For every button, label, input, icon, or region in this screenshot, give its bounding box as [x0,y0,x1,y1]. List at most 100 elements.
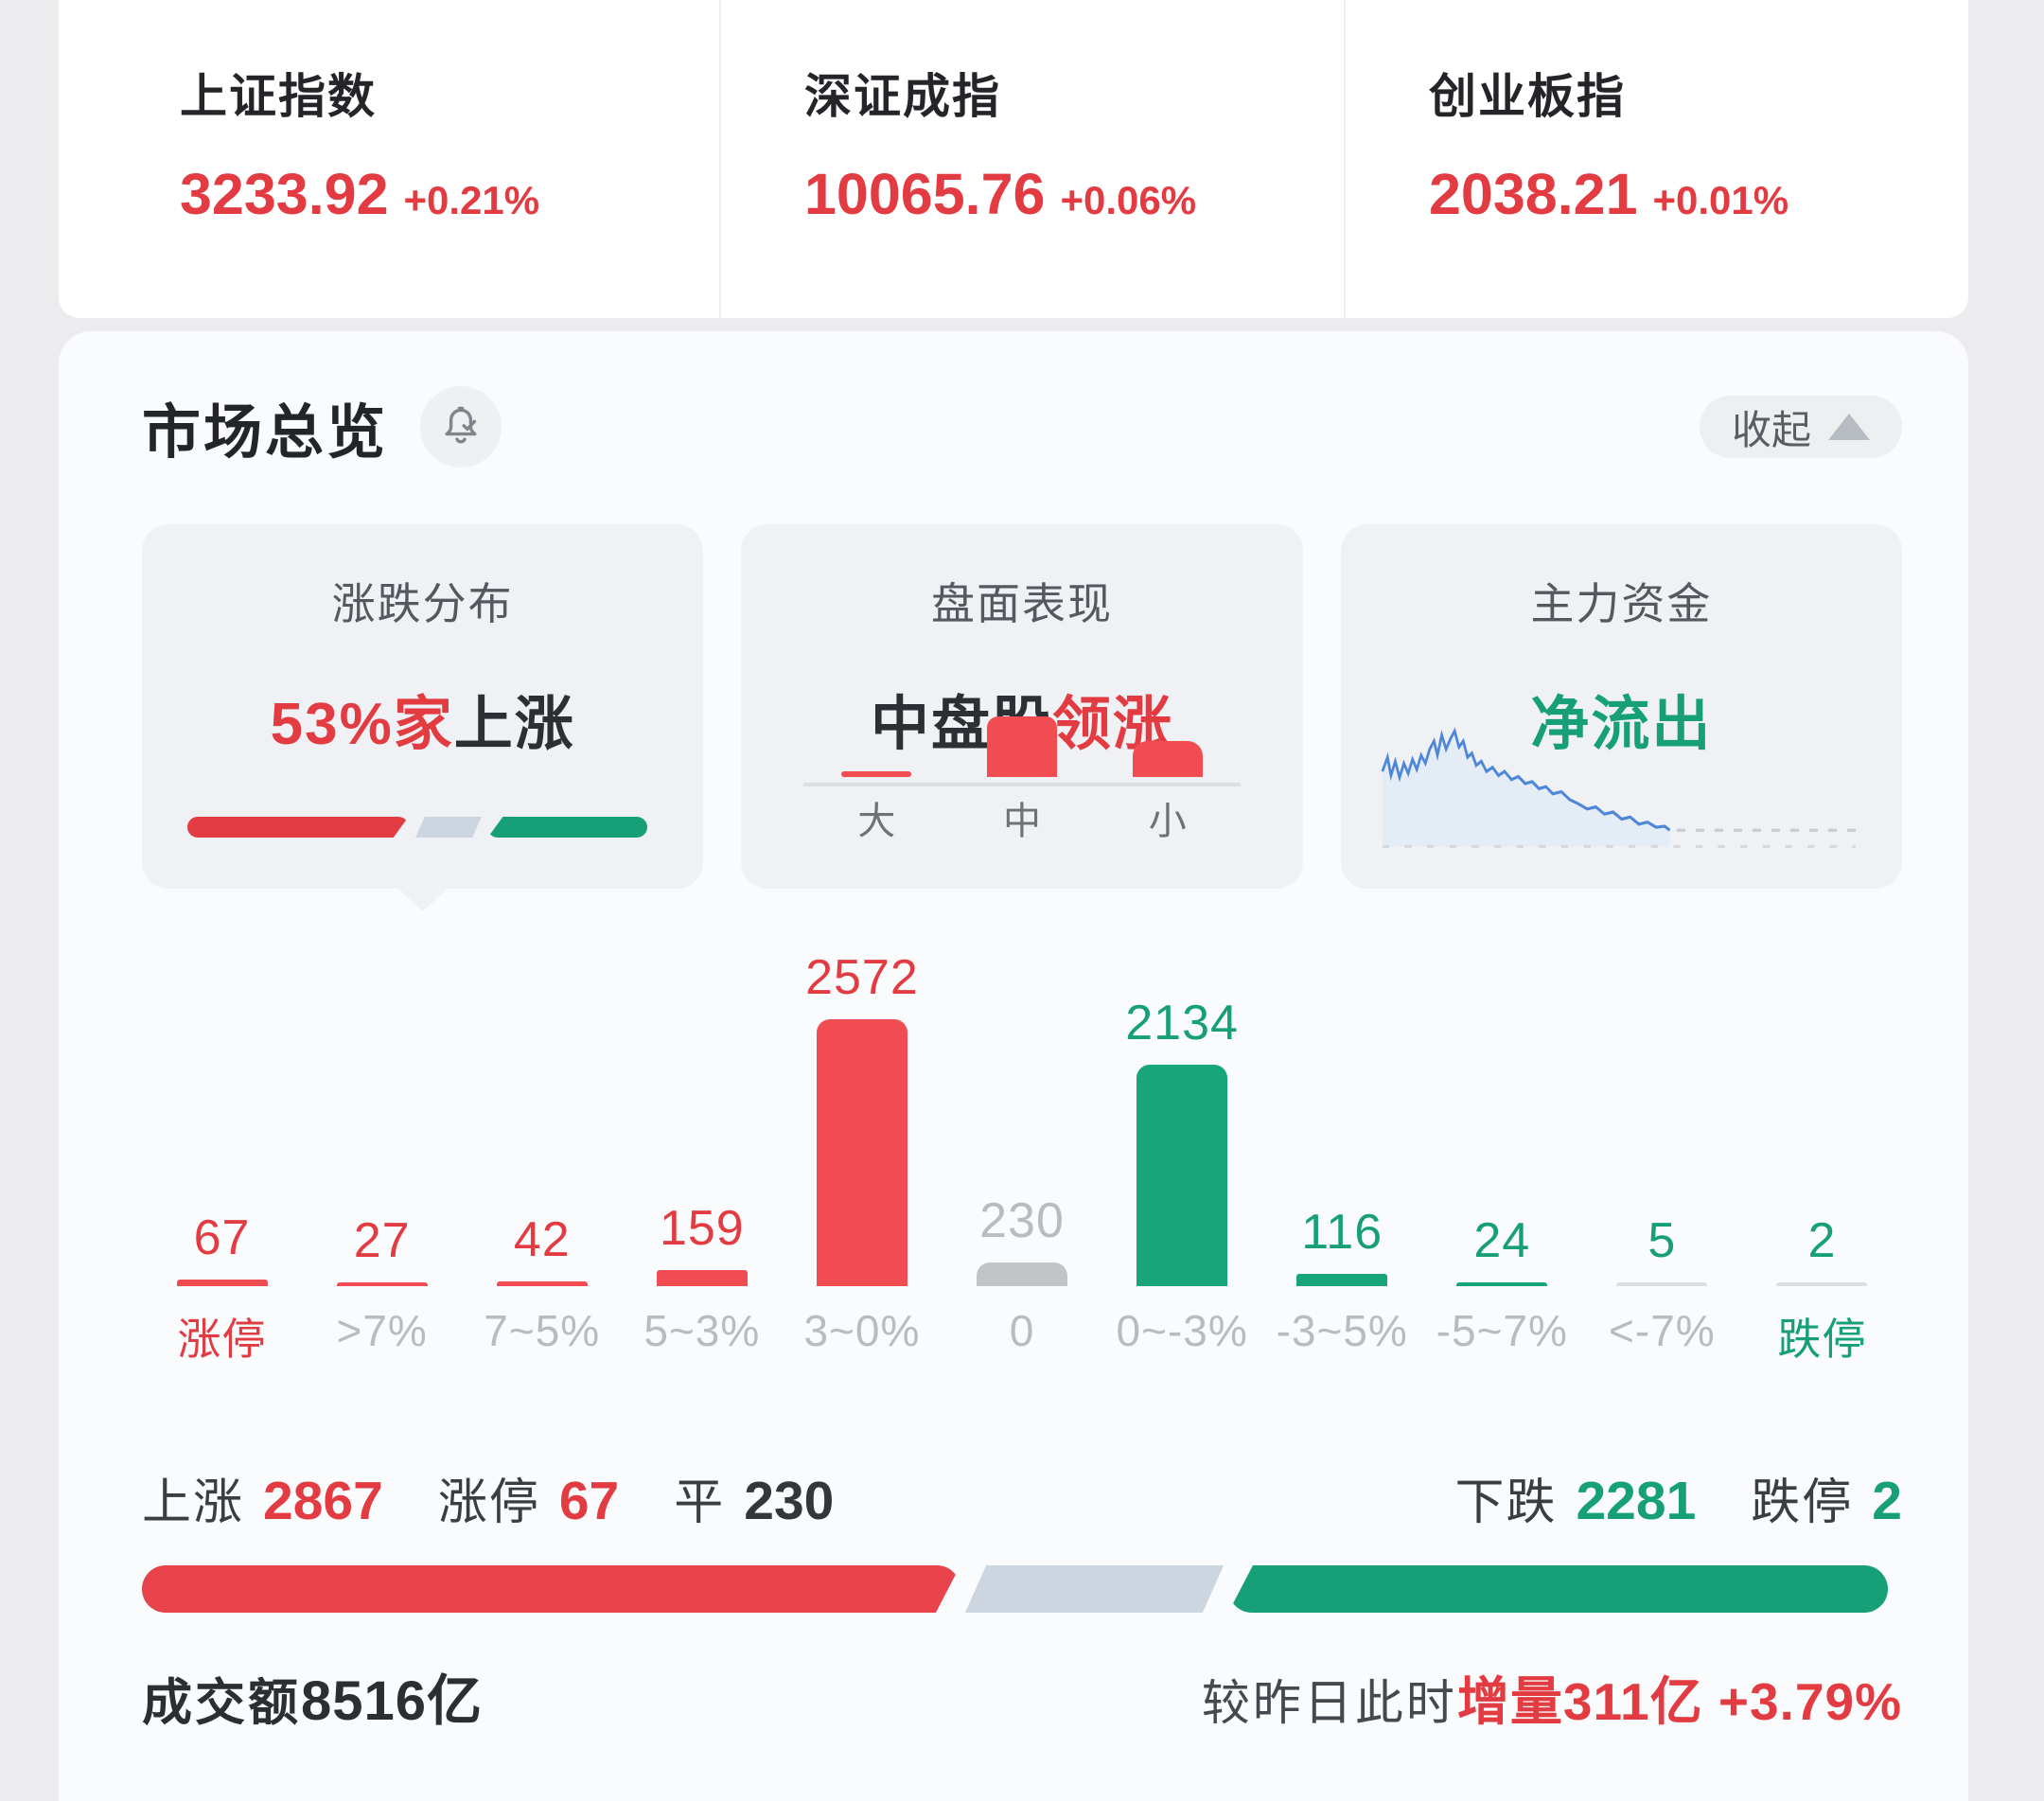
index-shenzhen[interactable]: 深证成指 10065.76 +0.06% [719,0,1344,318]
collapse-label: 收起 [1731,407,1811,452]
index-name: 创业板指 [1429,70,1626,123]
bar [1616,1282,1708,1286]
bar-column--5~7%[interactable]: 24 -5~7% [1422,949,1582,1364]
bar [336,1282,428,1286]
label-large-cap: 大 [857,801,896,842]
bar-value: 116 [1301,1205,1383,1260]
bar [496,1281,588,1286]
bar [1776,1282,1868,1286]
fund-flow-sparkline [1381,727,1856,849]
bar-value: 42 [513,1212,571,1267]
distribution-highlight: 53%家 [270,692,454,757]
ratio-up-segment [142,1565,960,1613]
card-distribution[interactable]: 涨跌分布 53%家上涨 [142,524,704,911]
overview-cards: 涨跌分布 53%家上涨 盘面表现 中盘股领涨 [142,524,1902,911]
bar-column--3~5%[interactable]: 116 -3~5% [1262,949,1422,1364]
bar-value: 27 [353,1213,411,1268]
bar-column-涨停[interactable]: 67 涨停 [142,949,302,1364]
bar-category: 7~5% [484,1306,601,1355]
bar-value: 2 [1807,1213,1837,1268]
index-strip: 上证指数 3233.92 +0.21% 深证成指 10065.76 +0.06%… [59,0,1968,318]
card-title: 盘面表现 [930,579,1113,628]
stat-label: 平 [674,1475,726,1530]
turnover-value: 8516亿 [301,1670,484,1732]
turnover-footer: 成交额 8516亿 较昨日此时 增量311亿 +3.79% [142,1656,1902,1736]
summary-stats: 上涨 2867 涨停 67 平 230 下跌 2281 跌停 2 [142,1462,1902,1533]
collapse-button[interactable]: 收起 [1699,396,1902,458]
notification-bell-button[interactable] [420,386,502,468]
label-mid-cap: 中 [1003,801,1041,842]
bar [1296,1274,1388,1286]
card-title: 涨跌分布 [331,579,514,628]
index-change: +0.01% [1652,178,1789,222]
card-main-funds[interactable]: 主力资金 净流出 [1340,524,1902,889]
bar-column->7%[interactable]: 27 >7% [302,949,462,1364]
index-change: +0.21% [403,178,540,222]
bar-value: 159 [659,1201,745,1256]
card-title: 主力资金 [1530,579,1713,628]
index-name: 上证指数 [180,70,377,123]
label-small-cap: 小 [1148,801,1187,842]
index-value: 3233.92 [180,162,389,226]
stat-up: 上涨 2867 [142,1462,383,1533]
stat-limit-down: 跌停 2 [1751,1462,1902,1533]
card-summary-text: 净流出 [1530,692,1713,757]
bar [977,1262,1068,1286]
bar-small-cap [1132,741,1203,777]
card-summary-text: 53%家上涨 [142,676,703,761]
bar-category: 跌停 [1777,1315,1867,1364]
compare-label: 较昨日此时 [1201,1676,1457,1730]
bar-category: 0~-3% [1116,1306,1248,1355]
bar-mid-cap [987,716,1057,777]
bar-category: 5~3% [643,1306,761,1355]
size-performance-chart: 大 中 小 [803,709,1241,845]
turnover-label: 成交额 [142,1675,301,1731]
mini-bar-down-segment [487,817,648,838]
ratio-down-segment [1227,1565,1889,1613]
ratio-flat-segment [964,1565,1225,1613]
bar-value: 2134 [1125,996,1239,1051]
bar-large-cap [841,771,912,777]
index-name: 深证成指 [804,70,1001,123]
distribution-chart: 67 涨停 27 >7% 42 7~5% 159 5~3% 2572 3~0% 230 0 2134 0~… [142,949,1902,1364]
bar-column-5~3%[interactable]: 159 5~3% [622,949,782,1364]
mini-bar-up-segment [187,817,409,838]
bar-column-3~0%[interactable]: 2572 3~0% [782,949,942,1364]
bar-category: 涨停 [177,1315,267,1364]
bar-category: 3~0% [803,1306,921,1355]
bar-value: 24 [1473,1213,1531,1268]
bar [816,1019,907,1286]
bar-column-<-7%[interactable]: 5 <-7% [1582,949,1742,1364]
mini-chart-baseline [803,783,1241,786]
selected-card-pointer [396,887,449,911]
bar-value: 5 [1648,1213,1677,1268]
index-chinext[interactable]: 创业板指 2038.21 +0.01% [1344,0,1968,318]
stat-value: 2 [1872,1471,1902,1531]
stat-label: 跌停 [1751,1475,1854,1530]
index-shanghai[interactable]: 上证指数 3233.92 +0.21% [59,0,719,318]
bar-column-跌停[interactable]: 2 跌停 [1742,949,1902,1364]
stat-down: 下跌 2281 [1454,1462,1696,1533]
stat-label: 下跌 [1454,1475,1558,1530]
bar-column-0~-3%[interactable]: 2134 0~-3% [1102,949,1262,1364]
bar-column-0[interactable]: 230 0 [942,949,1101,1364]
bar-category: -5~7% [1436,1306,1568,1355]
bar-value: 67 [193,1210,251,1265]
bar-category: -3~5% [1276,1306,1408,1355]
stat-limit-up: 涨停 67 [438,1462,619,1533]
bar-value: 2572 [805,950,919,1005]
chevron-up-icon [1828,414,1870,440]
distribution-mini-bar [187,817,658,838]
bell-check-icon [445,406,477,444]
bar-column-7~5%[interactable]: 42 7~5% [462,949,622,1364]
stat-label: 上涨 [142,1475,245,1530]
up-down-ratio-bar [142,1565,1902,1613]
card-performance[interactable]: 盘面表现 中盘股领涨 大 中 小 [741,524,1303,889]
delta-value: 增量311亿 +3.79% [1456,1672,1902,1731]
bar-category: >7% [336,1306,428,1355]
bar-value: 230 [979,1193,1065,1248]
bar [1137,1065,1228,1286]
mini-bar-flat-segment [414,817,482,838]
distribution-suffix: 上涨 [453,692,575,757]
bar [656,1270,748,1286]
